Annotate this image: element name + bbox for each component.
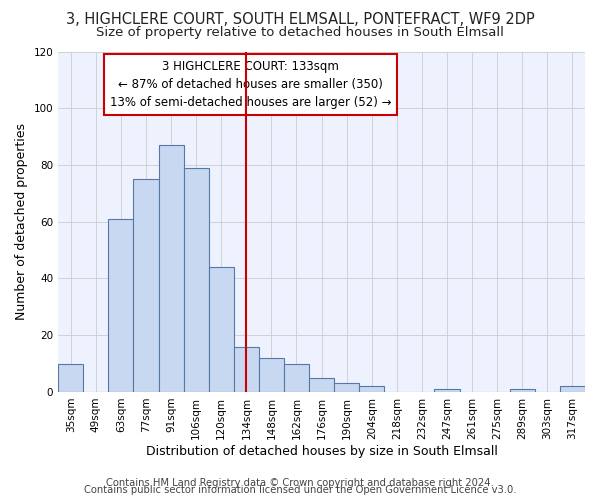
Bar <box>234 346 259 392</box>
Bar <box>284 364 309 392</box>
Bar <box>133 179 158 392</box>
Bar <box>184 168 209 392</box>
Bar <box>510 389 535 392</box>
Bar <box>359 386 385 392</box>
Bar <box>434 389 460 392</box>
Y-axis label: Number of detached properties: Number of detached properties <box>15 123 28 320</box>
Bar <box>334 384 359 392</box>
Bar <box>158 145 184 392</box>
Bar <box>560 386 585 392</box>
Text: 3 HIGHCLERE COURT: 133sqm
← 87% of detached houses are smaller (350)
13% of semi: 3 HIGHCLERE COURT: 133sqm ← 87% of detac… <box>110 60 391 109</box>
X-axis label: Distribution of detached houses by size in South Elmsall: Distribution of detached houses by size … <box>146 444 497 458</box>
Bar <box>309 378 334 392</box>
Text: Contains public sector information licensed under the Open Government Licence v3: Contains public sector information licen… <box>84 485 516 495</box>
Bar <box>109 219 133 392</box>
Bar <box>209 267 234 392</box>
Text: Size of property relative to detached houses in South Elmsall: Size of property relative to detached ho… <box>96 26 504 39</box>
Text: 3, HIGHCLERE COURT, SOUTH ELMSALL, PONTEFRACT, WF9 2DP: 3, HIGHCLERE COURT, SOUTH ELMSALL, PONTE… <box>65 12 535 28</box>
Bar <box>58 364 83 392</box>
Bar <box>259 358 284 392</box>
Text: Contains HM Land Registry data © Crown copyright and database right 2024.: Contains HM Land Registry data © Crown c… <box>106 478 494 488</box>
